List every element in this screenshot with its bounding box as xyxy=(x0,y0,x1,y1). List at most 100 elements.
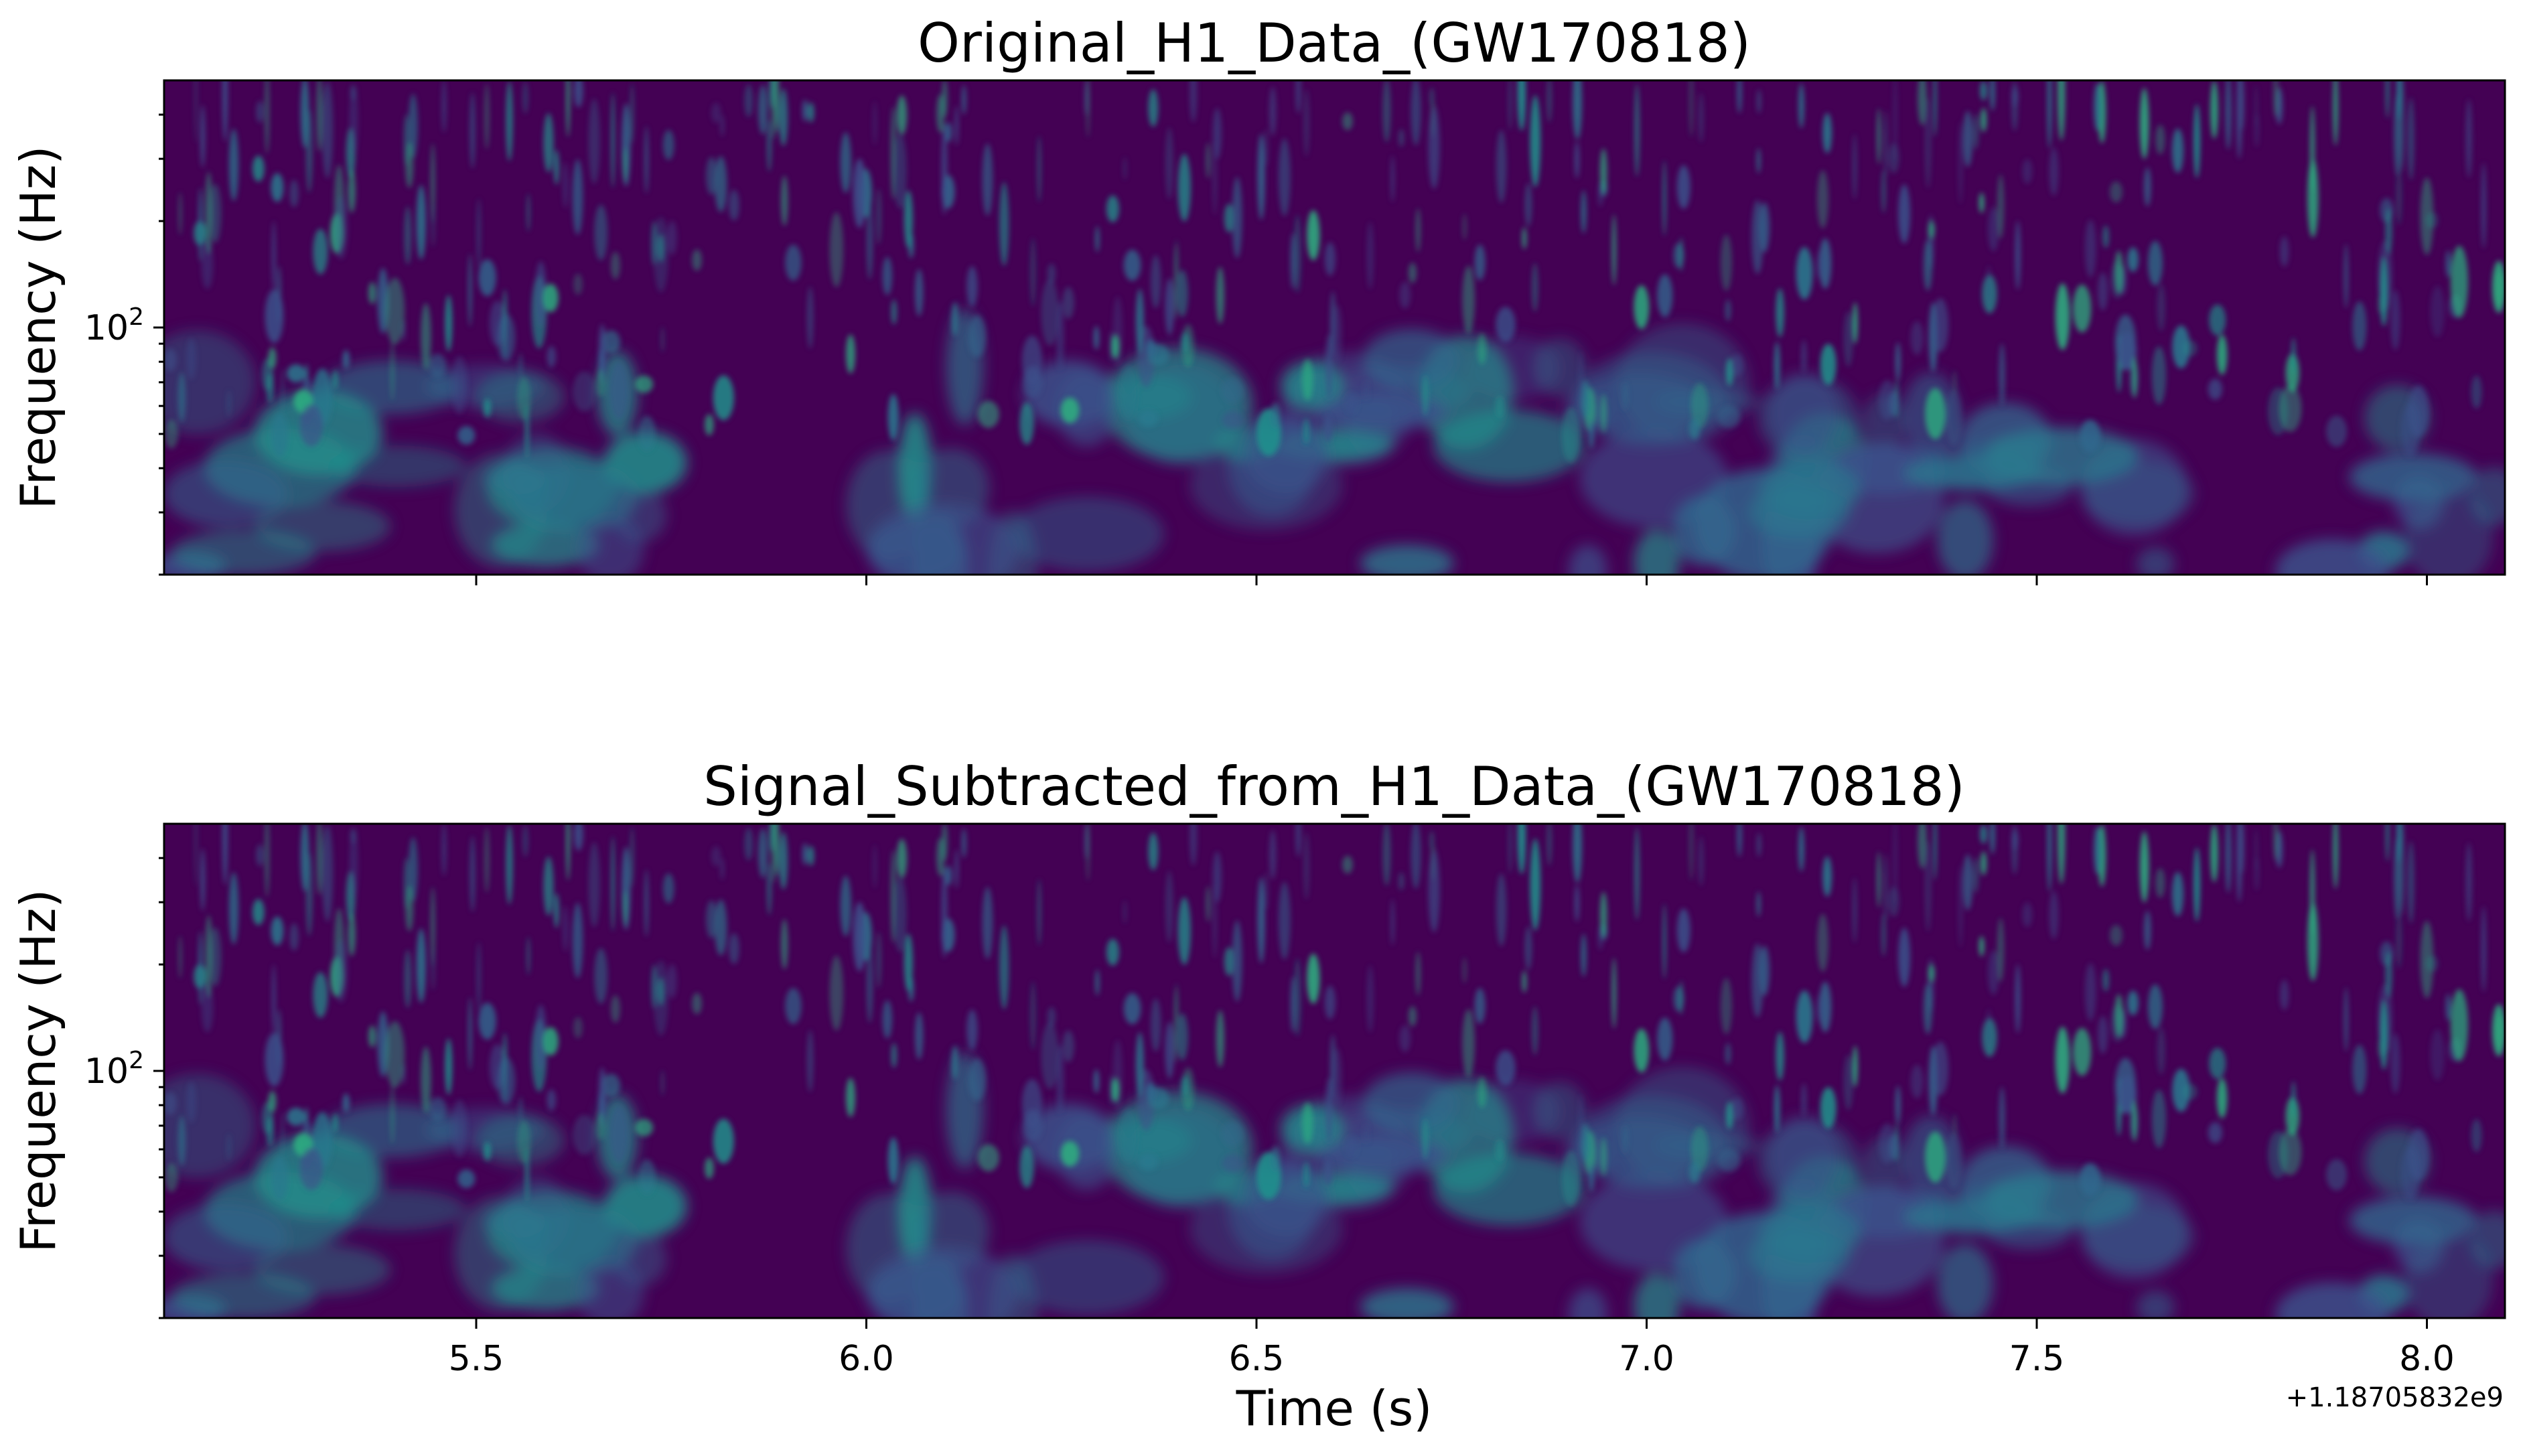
power-blob xyxy=(1125,1108,1239,1209)
power-streak xyxy=(342,1093,350,1113)
power-streak xyxy=(476,198,481,268)
power-streak xyxy=(2280,236,2289,267)
power-streak xyxy=(2193,847,2200,922)
power-streak xyxy=(966,266,978,307)
power-streak xyxy=(2273,80,2279,117)
power-streak xyxy=(2139,88,2149,159)
power-streak xyxy=(1293,214,1301,293)
power-streak xyxy=(876,188,881,245)
power-streak xyxy=(1462,265,1475,334)
power-streak xyxy=(2182,1084,2198,1100)
power-streak xyxy=(1342,855,1353,874)
power-streak xyxy=(2310,106,2315,192)
power-streak xyxy=(2057,824,2066,884)
power-streak xyxy=(1600,394,1607,433)
power-blob xyxy=(1748,485,1850,539)
power-streak xyxy=(1978,192,1985,214)
power-streak xyxy=(2280,979,2289,1011)
power-streak xyxy=(1524,926,1532,970)
power-streak xyxy=(1390,155,1394,202)
power-streak xyxy=(1853,1045,1858,1088)
power-streak xyxy=(526,936,530,975)
power-streak xyxy=(711,102,721,123)
power-streak xyxy=(1474,244,1486,281)
power-streak xyxy=(1980,80,1987,101)
power-streak xyxy=(1086,80,1090,138)
power-streak xyxy=(1390,899,1394,946)
power-streak xyxy=(2333,80,2339,146)
power-streak xyxy=(476,942,481,1011)
power-streak xyxy=(1293,958,1301,1037)
power-streak xyxy=(1508,824,1512,874)
power-streak xyxy=(594,204,608,261)
spectrogram-image xyxy=(164,824,2505,1318)
power-blob xyxy=(1011,496,1165,572)
power-streak xyxy=(256,100,264,123)
power-streak xyxy=(651,964,657,1009)
power-blob xyxy=(1023,1104,1115,1171)
power-streak xyxy=(1881,169,1886,214)
power-blob xyxy=(1634,1272,1680,1318)
power-streak xyxy=(720,114,724,137)
power-streak xyxy=(1720,978,1733,1035)
power-streak xyxy=(594,948,608,1004)
power-streak xyxy=(1759,946,1770,996)
power-streak xyxy=(563,905,568,952)
power-blob xyxy=(1748,1228,1850,1283)
power-streak xyxy=(194,824,198,887)
power-streak xyxy=(516,1120,531,1163)
power-streak xyxy=(1910,321,1924,355)
power-streak xyxy=(1145,1082,1157,1100)
power-streak xyxy=(1041,279,1059,346)
power-streak xyxy=(2072,1027,2092,1076)
power-streak xyxy=(915,1012,924,1060)
power-streak xyxy=(1990,80,1995,111)
power-streak xyxy=(1688,1161,1701,1183)
power-streak xyxy=(1278,138,1291,216)
power-streak xyxy=(2285,1096,2300,1136)
power-streak xyxy=(1898,928,1911,987)
power-streak xyxy=(866,204,873,280)
power-streak xyxy=(1531,263,1538,312)
power-streak xyxy=(1303,1161,1310,1188)
power-streak xyxy=(543,113,554,173)
y-axis-label: Frequency (Hz) xyxy=(10,889,66,1253)
power-streak xyxy=(1928,220,1935,239)
power-streak xyxy=(390,339,394,401)
power-blob xyxy=(328,1189,467,1231)
power-streak xyxy=(1474,988,1486,1024)
power-streak xyxy=(1988,206,1999,252)
power-streak xyxy=(1216,1010,1224,1068)
power-streak xyxy=(1399,1025,1411,1052)
power-streak xyxy=(1415,208,1421,252)
power-streak xyxy=(968,1058,987,1101)
power-streak xyxy=(222,80,228,142)
power-streak xyxy=(1531,1006,1538,1055)
power-blob xyxy=(1360,1288,1454,1318)
power-streak xyxy=(2133,357,2137,399)
power-streak xyxy=(470,92,476,169)
power-streak xyxy=(1680,980,1683,1015)
power-streak xyxy=(1918,80,1928,126)
power-streak xyxy=(2407,385,2429,437)
power-streak xyxy=(1222,411,1244,429)
power-streak xyxy=(1581,380,1590,418)
power-streak xyxy=(2420,920,2434,999)
power-streak xyxy=(705,900,717,938)
power-blob xyxy=(1532,338,1587,398)
power-streak xyxy=(1264,871,1269,911)
power-streak xyxy=(519,1096,522,1121)
power-streak xyxy=(1843,311,1854,367)
power-streak xyxy=(954,849,959,889)
power-streak xyxy=(1798,826,1804,872)
power-streak xyxy=(1181,332,1190,354)
power-streak xyxy=(1973,113,1979,150)
power-blob xyxy=(484,1206,547,1238)
power-streak xyxy=(904,190,914,248)
power-streak xyxy=(1135,1032,1144,1098)
power-streak xyxy=(1478,1076,1487,1108)
power-streak xyxy=(1561,407,1581,463)
power-streak xyxy=(177,1116,186,1166)
power-streak xyxy=(200,104,206,168)
power-streak xyxy=(573,371,596,412)
